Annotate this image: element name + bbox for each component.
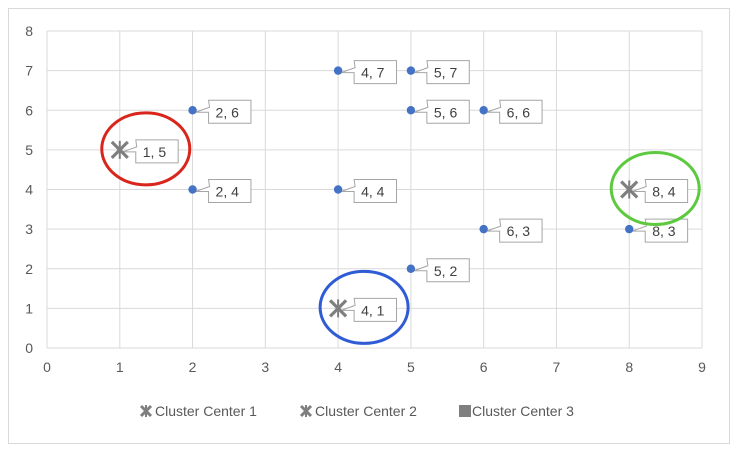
data-label: 4, 4 [361, 184, 385, 200]
y-tick-label: 2 [25, 261, 33, 277]
y-tick-label: 3 [25, 221, 33, 237]
x-tick-label: 6 [480, 359, 488, 375]
y-tick-label: 5 [25, 142, 33, 158]
data-label-box [340, 179, 398, 203]
x-tick-label: 8 [625, 359, 633, 375]
data-label-box [413, 99, 470, 124]
x-tick-label: 4 [334, 359, 342, 375]
data-label: 5, 6 [434, 104, 458, 120]
data-point [406, 66, 416, 75]
data-label-box [195, 179, 252, 203]
data-point [188, 185, 197, 194]
x-tick-label: 2 [189, 359, 197, 375]
data-point [333, 185, 343, 194]
cluster-center-label-box [632, 179, 689, 203]
legend-entry: Cluster Center 1 [155, 403, 257, 419]
data-point [406, 264, 416, 273]
cluster-center-label: 4, 1 [361, 302, 385, 318]
x-tick-label: 9 [698, 359, 706, 375]
data-label: 6, 6 [507, 104, 531, 120]
x-tick-label: 5 [407, 359, 415, 375]
data-point [333, 66, 343, 75]
data-label: 5, 7 [434, 65, 458, 81]
y-tick-label: 4 [25, 182, 33, 198]
data-label-box [486, 218, 543, 243]
x-tick-label: 3 [261, 359, 269, 375]
data-label: 8, 3 [652, 223, 676, 239]
data-label-box [413, 60, 470, 85]
y-tick-label: 7 [25, 63, 33, 79]
x-tick-label: 7 [553, 359, 561, 375]
data-label-box [486, 99, 543, 124]
data-point [188, 106, 197, 115]
cluster-center-label-box [122, 139, 179, 164]
x-tick-label: 0 [43, 359, 51, 375]
data-label-box [340, 60, 398, 85]
y-tick-label: 8 [25, 23, 33, 39]
data-label: 6, 3 [507, 223, 531, 239]
y-tick-label: 6 [25, 102, 33, 118]
data-point [406, 106, 416, 115]
data-label-box [195, 99, 252, 124]
legend-entry: Cluster Center 3 [472, 403, 574, 419]
y-tick-label: 1 [25, 300, 33, 316]
y-tick-label: 0 [25, 340, 33, 356]
cluster-center-label-box [340, 297, 398, 322]
data-point [479, 224, 488, 234]
cluster-center-label: 8, 4 [652, 184, 676, 200]
legend-entry: Cluster Center 2 [315, 403, 417, 419]
data-label: 2, 4 [216, 184, 240, 200]
data-label: 4, 7 [361, 65, 385, 81]
data-label: 5, 2 [434, 263, 458, 279]
cluster-ring [100, 111, 192, 187]
data-point [625, 224, 634, 234]
cluster-ring [318, 269, 410, 345]
legend-marker [459, 405, 471, 417]
cluster-center-label: 1, 5 [143, 144, 167, 160]
data-point [479, 106, 488, 115]
data-label: 2, 6 [216, 104, 240, 120]
x-tick-label: 1 [116, 359, 124, 375]
cluster-ring [609, 151, 701, 226]
data-label-box [413, 258, 470, 283]
